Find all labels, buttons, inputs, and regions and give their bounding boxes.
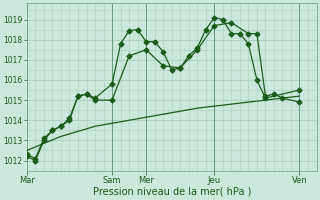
X-axis label: Pression niveau de la mer( hPa ): Pression niveau de la mer( hPa ) xyxy=(92,187,251,197)
